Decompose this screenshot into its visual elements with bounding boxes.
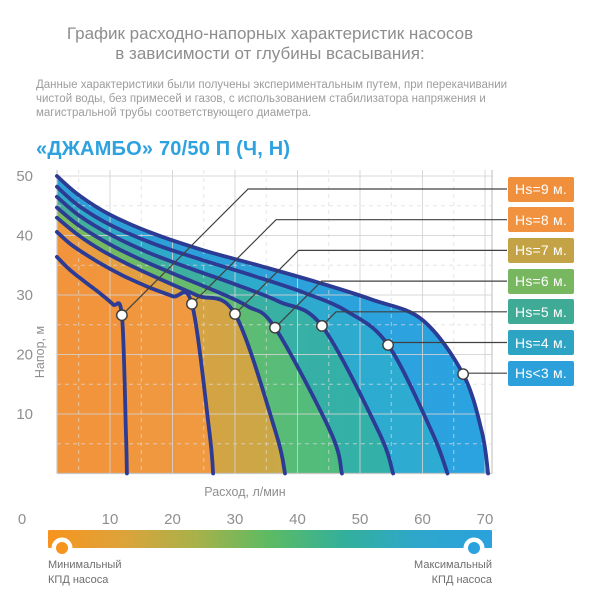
page-title: График расходно-напорных характеристик н… — [2, 24, 538, 63]
x-tick-label: 30 — [227, 511, 244, 528]
page-title-line2: в зависимости от глубины всасывания: — [115, 43, 425, 63]
curve-markers — [116, 297, 469, 380]
y-tick-label: 10 — [16, 406, 33, 423]
callout-lines — [121, 188, 507, 375]
callout-line-Hs=7 м. — [234, 249, 507, 315]
curve-Hs=8 м. — [55, 230, 215, 476]
curve-marker-Hs<3 м. — [457, 368, 469, 380]
callout-line-Hs=8 м. — [191, 219, 507, 305]
curve-Hs=7 м. — [55, 215, 287, 476]
callout-line-Hs=9 м. — [121, 188, 507, 316]
curve-marker-Hs=7 м. — [229, 308, 241, 320]
efficiency-bar — [48, 530, 492, 559]
curve-Hs=5 м. — [55, 194, 395, 476]
y-tick-label: 50 — [16, 168, 33, 185]
curve-marker-Hs=8 м. — [185, 297, 198, 310]
x-axis-label: Расход, л/мин — [204, 485, 285, 499]
curve-area-Hs=9 м. — [56, 256, 127, 474]
min-efficiency-marker — [56, 542, 68, 554]
y-axis-label: Напор, м — [33, 326, 47, 378]
callout-line-Hs=5 м. — [321, 311, 507, 327]
x-tick-label: 0 — [18, 511, 26, 528]
efficiency-gradient-bar — [48, 530, 492, 548]
max-efficiency-label: Максимальный КПД насоса — [414, 559, 492, 586]
y-tick-label: 20 — [16, 347, 33, 364]
x-tick-label: 20 — [164, 511, 181, 528]
callout-line-Hs=6 м. — [274, 280, 507, 329]
pump-model-title: «ДЖАМБО» 70/50 П (Ч, Н) — [36, 138, 291, 160]
x-tick-label: 70 — [477, 511, 494, 528]
curve-marker-Hs=4 м. — [382, 339, 394, 351]
description-text: Данные характеристики были получены эксп… — [36, 79, 508, 119]
curve-marker-Hs=9 м. — [116, 309, 128, 322]
curve-marker-Hs=6 м. — [269, 321, 281, 334]
curve-Hs=9 м. — [55, 254, 129, 476]
y-tick-label: 30 — [16, 287, 33, 304]
curve-marker-Hs=5 м. — [315, 319, 328, 332]
y-tick-label: 40 — [16, 228, 33, 245]
curve-areas — [56, 176, 489, 474]
grid — [56, 170, 493, 475]
curve-Hs=6 м. — [55, 205, 344, 476]
x-tick-label: 40 — [289, 511, 306, 528]
page-title-line1: График расходно-напорных характеристик н… — [66, 24, 474, 43]
x-tick-label: 60 — [414, 511, 431, 528]
max-efficiency-marker — [468, 542, 480, 554]
x-tick-label: 50 — [352, 511, 369, 528]
min-efficiency-label: Минимальный КПД насоса — [48, 559, 122, 586]
curve-Hs=4 м. — [55, 184, 450, 476]
x-tick-label: 10 — [102, 511, 119, 528]
tick-labels: 0 10 20 30 40 50 60 70 10 20 30 40 50 — [16, 168, 493, 528]
